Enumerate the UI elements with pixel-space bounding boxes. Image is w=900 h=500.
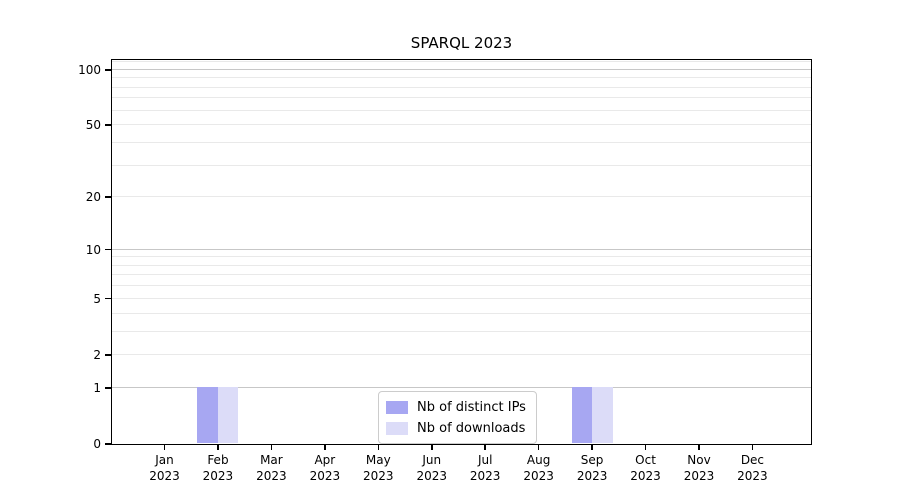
x-tick-label: Sep 2023	[576, 452, 608, 483]
minor-gridline	[111, 312, 811, 314]
minor-gridline	[111, 77, 811, 79]
legend-label-downloads: Nb of downloads	[417, 420, 526, 436]
minor-gridline	[111, 274, 811, 276]
legend-swatch-distinct-ips	[386, 400, 408, 414]
major-gridline	[111, 68, 811, 70]
x-tick-label: Jul 2023	[469, 452, 501, 483]
x-tick-mark	[163, 443, 166, 450]
minor-gridline	[111, 61, 811, 63]
x-tick-mark	[270, 443, 273, 450]
x-tick-label: Jan 2023	[149, 452, 180, 483]
chart-title: SPARQL 2023	[410, 34, 513, 52]
x-tick-mark	[217, 443, 219, 450]
y-tick-label: 0	[93, 437, 101, 451]
x-tick-label: Dec 2023	[737, 452, 768, 483]
x-tick-mark	[431, 443, 433, 450]
x-tick-label: Feb 2023	[202, 452, 234, 483]
x-tick-label: Aug 2023	[523, 452, 554, 483]
plot-area: Jan 2023 Feb 2023 Mar 2023 Apr 2023 May 2023 Jun 20…	[110, 58, 812, 483]
y-tick-mark	[105, 443, 112, 445]
y-tick-label: 50	[85, 118, 101, 133]
legend-swatch-downloads	[386, 421, 408, 435]
minor-gridline	[111, 256, 811, 258]
x-tick-label: Oct 2023	[630, 452, 661, 483]
x-tick-label: May 2023	[363, 452, 394, 483]
major-gridline	[111, 386, 811, 388]
y-tick-mark	[105, 248, 112, 251]
minor-gridline	[111, 86, 811, 88]
y-tick-mark	[105, 196, 112, 198]
minor-gridline	[111, 124, 811, 126]
y-tick-mark	[105, 387, 112, 389]
x-tick-mark	[698, 443, 700, 450]
bar-distinct-ips	[197, 387, 218, 444]
y-tick-label: 5	[93, 291, 101, 306]
x-tick-mark	[324, 443, 326, 450]
minor-gridline	[111, 353, 811, 355]
legend: Nb of distinct IPs Nb of downloads	[378, 391, 537, 444]
bar-downloads	[217, 387, 239, 444]
bar-downloads	[592, 387, 613, 444]
legend-row-distinct-ips: Nb of distinct IPs	[386, 398, 526, 416]
y-tick-mark	[105, 354, 112, 356]
minor-gridline	[111, 141, 811, 143]
minor-gridline	[111, 285, 811, 287]
y-tick-label: 20	[85, 190, 101, 205]
minor-gridline	[111, 297, 811, 299]
minor-gridline	[111, 97, 811, 99]
x-tick-mark	[377, 443, 380, 450]
minor-gridline	[111, 330, 811, 332]
x-tick-mark	[644, 443, 647, 450]
x-tick-mark	[537, 443, 540, 450]
y-tick-label: 1	[93, 380, 101, 395]
y-tick-mark	[105, 124, 112, 126]
y-tick-label: 100	[78, 62, 101, 77]
y-tick-label: 10	[85, 242, 101, 257]
major-gridline	[111, 248, 811, 250]
minor-gridline	[111, 196, 811, 198]
minor-gridline	[111, 109, 811, 111]
x-tick-mark	[484, 443, 486, 450]
x-tick-mark	[591, 443, 593, 450]
y-tick-mark	[105, 297, 112, 300]
y-tick-mark	[105, 69, 112, 71]
x-tick-label: Nov 2023	[683, 452, 715, 483]
minor-gridline	[111, 264, 811, 266]
x-tick-label: Jun 2023	[416, 452, 448, 483]
x-tick-label: Mar 2023	[256, 452, 287, 483]
minor-gridline	[111, 164, 811, 166]
x-tick-mark	[751, 443, 754, 450]
legend-row-downloads: Nb of downloads	[386, 419, 526, 437]
y-tick-label: 2	[93, 347, 101, 362]
legend-label-distinct-ips: Nb of distinct IPs	[417, 399, 526, 415]
x-tick-label: Apr 2023	[309, 452, 341, 483]
bar-distinct-ips	[571, 387, 593, 444]
